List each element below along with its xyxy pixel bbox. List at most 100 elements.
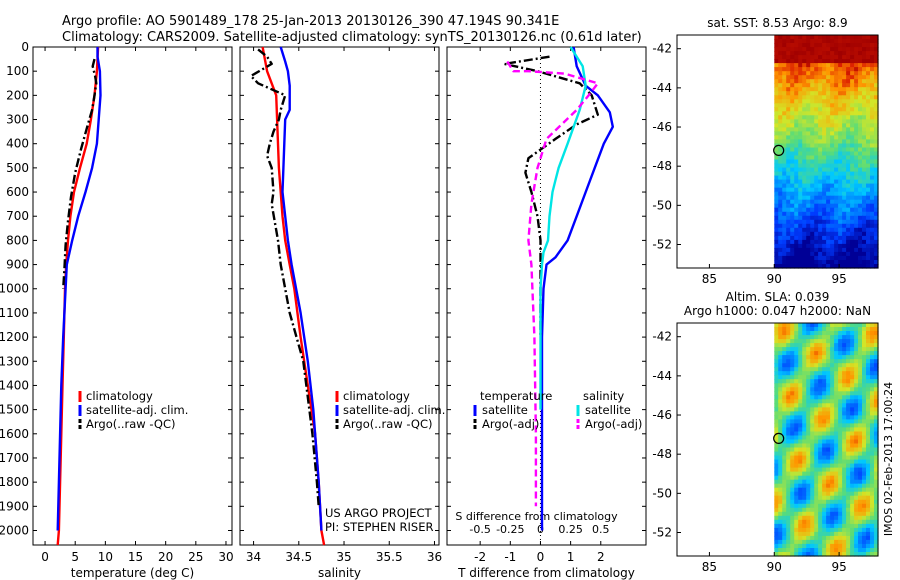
map-cell (870, 199, 875, 205)
map-cell (818, 199, 823, 205)
map-cell (782, 335, 787, 340)
map-cell (826, 79, 831, 84)
map-cell (774, 367, 779, 372)
map-cell (798, 167, 803, 173)
map-cell (854, 43, 859, 48)
map-cell (782, 264, 787, 269)
map-cell (786, 527, 791, 533)
map-cell (874, 519, 879, 525)
map-cell (774, 55, 779, 60)
map-cell (782, 215, 787, 221)
map-cell (874, 379, 879, 384)
map-cell (834, 371, 839, 376)
map-cell (834, 187, 839, 193)
map-cell (822, 171, 827, 177)
map-cell (798, 387, 803, 392)
map-cell (874, 415, 879, 420)
map-cell (838, 495, 843, 501)
map-cell (830, 47, 835, 52)
map-cell (790, 331, 795, 336)
map-cell (822, 39, 827, 44)
map-cell (854, 507, 859, 513)
map-cell (782, 103, 787, 108)
map-cell (774, 139, 779, 144)
map-cell (806, 451, 811, 457)
map-cell (786, 251, 791, 257)
map-cell (814, 131, 819, 136)
map-cell (862, 264, 867, 269)
map-cell (786, 487, 791, 493)
map-cell (810, 171, 815, 177)
map-cell (798, 467, 803, 473)
map-cell (802, 367, 807, 372)
map-cell (818, 211, 823, 217)
map-cell (838, 203, 843, 209)
map-cell (862, 419, 867, 424)
map-cell (798, 107, 803, 112)
map-cell (790, 79, 795, 84)
map-cell (802, 183, 807, 189)
map-cell (838, 35, 843, 40)
map-cell (826, 531, 831, 537)
map-cell (822, 135, 827, 140)
map-cell (838, 107, 843, 112)
argo-position-marker (773, 432, 785, 445)
map-cell (774, 43, 779, 48)
map-cell (866, 131, 871, 136)
map-cell (810, 463, 815, 469)
map-cell (794, 443, 799, 449)
map-cell (870, 255, 875, 261)
map-cell (830, 439, 835, 445)
map-cell (874, 483, 879, 489)
map-cell (830, 371, 835, 376)
map-cell (854, 83, 859, 88)
map-cell (826, 247, 831, 253)
map-cell (782, 423, 787, 428)
map-cell (846, 407, 851, 412)
map-cell (866, 407, 871, 412)
map-cell (814, 91, 819, 96)
map-cell (818, 323, 823, 328)
map-cell (854, 499, 859, 505)
map-cell (794, 191, 799, 197)
map-cell (782, 107, 787, 112)
map-cell (790, 235, 795, 241)
map-cell (854, 535, 859, 541)
map-cell (782, 399, 787, 404)
map-cell (798, 179, 803, 185)
map-cell (790, 552, 795, 557)
map-cell (802, 495, 807, 501)
map-cell (790, 171, 795, 177)
map-cell (842, 63, 847, 68)
map-cell (786, 335, 791, 340)
map-cell (818, 491, 823, 497)
map-cell (826, 403, 831, 408)
map-cell (854, 511, 859, 517)
map-cell (802, 247, 807, 253)
map-cell (838, 391, 843, 396)
map-cell (854, 395, 859, 400)
map-cell (798, 35, 803, 40)
map-cell (850, 119, 855, 124)
map-cell (834, 67, 839, 72)
map-cell (834, 35, 839, 40)
map-cell (834, 91, 839, 96)
map-cell (854, 219, 859, 225)
map-cell (846, 107, 851, 112)
map-cell (866, 507, 871, 513)
map-cell (826, 395, 831, 400)
map-cell (854, 87, 859, 92)
map-cell (822, 103, 827, 108)
map-cell (822, 79, 827, 84)
map-cell (846, 367, 851, 372)
map-cell (842, 211, 847, 217)
map-cell (822, 183, 827, 189)
map-cell (830, 87, 835, 92)
map-cell (846, 383, 851, 388)
map-cell (866, 59, 871, 64)
map-cell (870, 43, 875, 48)
map-cell (850, 151, 855, 157)
map-cell (838, 195, 843, 201)
map-cell (846, 519, 851, 525)
map-cell (834, 527, 839, 533)
